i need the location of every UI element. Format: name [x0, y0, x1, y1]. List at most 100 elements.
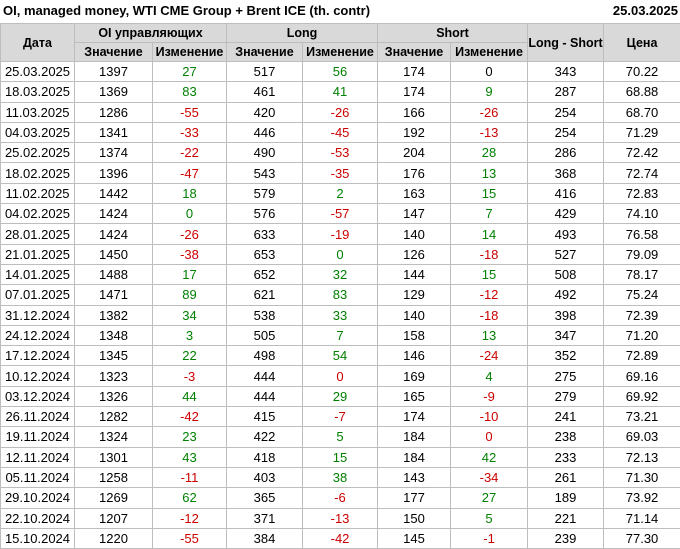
- cell-long-change: 0: [303, 366, 378, 386]
- cell-long-change: 29: [303, 386, 378, 406]
- cell-date: 28.01.2025: [1, 224, 75, 244]
- cell-price: 70.22: [604, 62, 680, 82]
- cell-price: 75.24: [604, 285, 680, 305]
- cell-oi-value: 1323: [75, 366, 153, 386]
- cell-short-change: 0: [451, 427, 528, 447]
- cell-long-value: 498: [227, 346, 303, 366]
- col-header-price: Цена: [604, 24, 680, 62]
- cell-long-short: 416: [528, 183, 604, 203]
- col-header-long-short: Long - Short: [528, 24, 604, 62]
- cell-date: 04.03.2025: [1, 122, 75, 142]
- cell-oi-value: 1369: [75, 82, 153, 102]
- cell-long-value: 420: [227, 102, 303, 122]
- cell-long-short: 279: [528, 386, 604, 406]
- cell-long-change: -13: [303, 508, 378, 528]
- col-header-short-change: Изменение: [451, 43, 528, 62]
- cell-oi-value: 1488: [75, 264, 153, 284]
- cell-short-change: -12: [451, 285, 528, 305]
- cell-long-change: 33: [303, 305, 378, 325]
- cell-long-value: 517: [227, 62, 303, 82]
- cell-short-change: 13: [451, 163, 528, 183]
- cell-short-change: 7: [451, 204, 528, 224]
- cell-short-value: 174: [378, 407, 451, 427]
- cell-price: 78.17: [604, 264, 680, 284]
- cell-long-change: 83: [303, 285, 378, 305]
- cell-short-change: 5: [451, 508, 528, 528]
- cell-short-value: 184: [378, 447, 451, 467]
- cell-long-value: 444: [227, 386, 303, 406]
- cell-short-change: -34: [451, 467, 528, 487]
- cell-long-value: 418: [227, 447, 303, 467]
- cell-oi-value: 1324: [75, 427, 153, 447]
- cell-short-value: 163: [378, 183, 451, 203]
- cell-oi-change: 3: [153, 325, 227, 345]
- cell-date: 03.12.2024: [1, 386, 75, 406]
- cell-oi-change: 62: [153, 488, 227, 508]
- cell-long-value: 415: [227, 407, 303, 427]
- cell-date: 31.12.2024: [1, 305, 75, 325]
- col-header-short-value: Значение: [378, 43, 451, 62]
- cell-short-change: -9: [451, 386, 528, 406]
- cell-date: 14.01.2025: [1, 264, 75, 284]
- cell-price: 69.16: [604, 366, 680, 386]
- cell-long-value: 461: [227, 82, 303, 102]
- cell-long-short: 429: [528, 204, 604, 224]
- cell-long-change: -26: [303, 102, 378, 122]
- cell-oi-change: -3: [153, 366, 227, 386]
- cell-oi-change: 43: [153, 447, 227, 467]
- cell-oi-change: -26: [153, 224, 227, 244]
- cell-date: 12.11.2024: [1, 447, 75, 467]
- cell-short-value: 158: [378, 325, 451, 345]
- cell-long-value: 365: [227, 488, 303, 508]
- cell-oi-change: 22: [153, 346, 227, 366]
- col-group-oi: OI управляющих: [75, 24, 227, 43]
- cell-long-change: 0: [303, 244, 378, 264]
- cell-oi-value: 1341: [75, 122, 153, 142]
- cell-oi-value: 1286: [75, 102, 153, 122]
- cell-long-short: 254: [528, 102, 604, 122]
- cell-short-change: 9: [451, 82, 528, 102]
- cell-price: 72.39: [604, 305, 680, 325]
- cell-date: 22.10.2024: [1, 508, 75, 528]
- cell-oi-value: 1282: [75, 407, 153, 427]
- cell-oi-change: -55: [153, 528, 227, 548]
- cell-price: 73.21: [604, 407, 680, 427]
- cell-price: 69.92: [604, 386, 680, 406]
- cell-long-value: 621: [227, 285, 303, 305]
- cell-long-value: 446: [227, 122, 303, 142]
- cell-price: 72.13: [604, 447, 680, 467]
- cell-long-short: 343: [528, 62, 604, 82]
- cell-long-short: 493: [528, 224, 604, 244]
- cell-long-change: -45: [303, 122, 378, 142]
- table-header: Дата OI управляющих Long Short Long - Sh…: [1, 24, 680, 62]
- cell-oi-value: 1326: [75, 386, 153, 406]
- cell-oi-value: 1258: [75, 467, 153, 487]
- cell-long-value: 543: [227, 163, 303, 183]
- report-date: 25.03.2025: [613, 3, 678, 18]
- cell-oi-value: 1348: [75, 325, 153, 345]
- cell-long-change: -6: [303, 488, 378, 508]
- cell-date: 18.03.2025: [1, 82, 75, 102]
- cell-date: 26.11.2024: [1, 407, 75, 427]
- col-header-date: Дата: [1, 24, 75, 62]
- cell-long-change: 41: [303, 82, 378, 102]
- col-group-short: Short: [378, 24, 528, 43]
- cell-price: 69.03: [604, 427, 680, 447]
- cell-long-value: 384: [227, 528, 303, 548]
- cell-short-change: -18: [451, 244, 528, 264]
- cell-long-value: 579: [227, 183, 303, 203]
- cell-long-change: 32: [303, 264, 378, 284]
- cell-long-change: 54: [303, 346, 378, 366]
- cell-long-change: -42: [303, 528, 378, 548]
- cell-price: 72.74: [604, 163, 680, 183]
